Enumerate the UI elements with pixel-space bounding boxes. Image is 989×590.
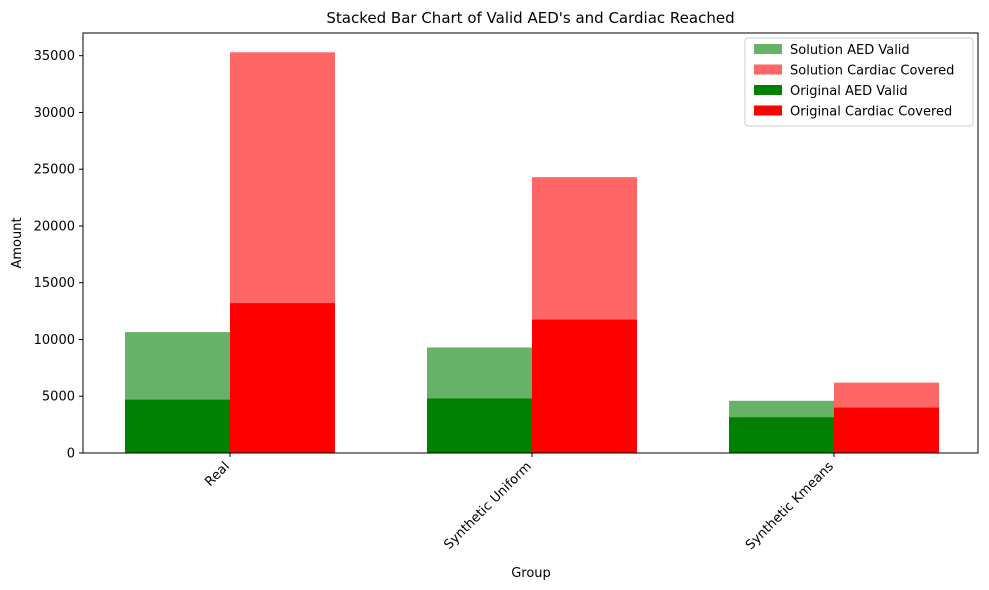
y-tick-label: 0 — [67, 447, 75, 462]
y-tick-label: 25000 — [34, 163, 75, 178]
chart-title: Stacked Bar Chart of Valid AED's and Car… — [326, 9, 734, 27]
y-tick-label: 15000 — [34, 276, 75, 291]
legend-swatch-solution-aed-valid — [754, 44, 782, 54]
legend-label-solution-aed-valid: Solution AED Valid — [790, 43, 910, 58]
bar-original-aed-valid-real — [125, 399, 230, 453]
bars-layer — [125, 52, 939, 453]
y-axis: 0 5000 10000 15000 20000 25000 30000 35000 — [34, 49, 83, 462]
x-axis: Real Synthetic Uniform Synthetic Kmeans — [202, 453, 837, 553]
bar-original-cardiac-covered-synthetic-uniform — [532, 319, 637, 453]
x-tick-label-synthetic-uniform: Synthetic Uniform — [441, 459, 534, 552]
y-tick-label: 35000 — [34, 49, 75, 64]
y-axis-label: Amount — [10, 217, 25, 268]
legend-label-solution-cardiac-covered: Solution Cardiac Covered — [790, 64, 954, 79]
y-tick-label: 30000 — [34, 106, 75, 121]
x-tick-label-synthetic-kmeans: Synthetic Kmeans — [743, 459, 837, 553]
bar-original-cardiac-covered-real — [230, 303, 335, 453]
y-tick-label: 20000 — [34, 219, 75, 234]
legend: Solution AED Valid Solution Cardiac Cover… — [744, 37, 974, 127]
y-tick-label: 10000 — [34, 333, 75, 348]
plot-frame — [82, 32, 979, 454]
bar-original-cardiac-covered-synthetic-kmeans — [834, 407, 939, 453]
legend-swatch-original-aed-valid — [754, 85, 782, 95]
y-tick-label: 5000 — [42, 390, 75, 405]
legend-label-original-aed-valid: Original AED Valid — [790, 84, 908, 99]
legend-label-original-cardiac-covered: Original Cardiac Covered — [790, 105, 952, 120]
bar-original-aed-valid-synthetic-uniform — [427, 398, 532, 453]
bar-original-aed-valid-synthetic-kmeans — [729, 417, 834, 453]
legend-swatch-original-cardiac-covered — [754, 105, 782, 116]
legend-box — [744, 37, 974, 127]
x-axis-label: Group — [511, 566, 551, 581]
legend-swatch-solution-cardiac-covered — [754, 64, 782, 75]
x-tick-label-real: Real — [202, 459, 232, 489]
